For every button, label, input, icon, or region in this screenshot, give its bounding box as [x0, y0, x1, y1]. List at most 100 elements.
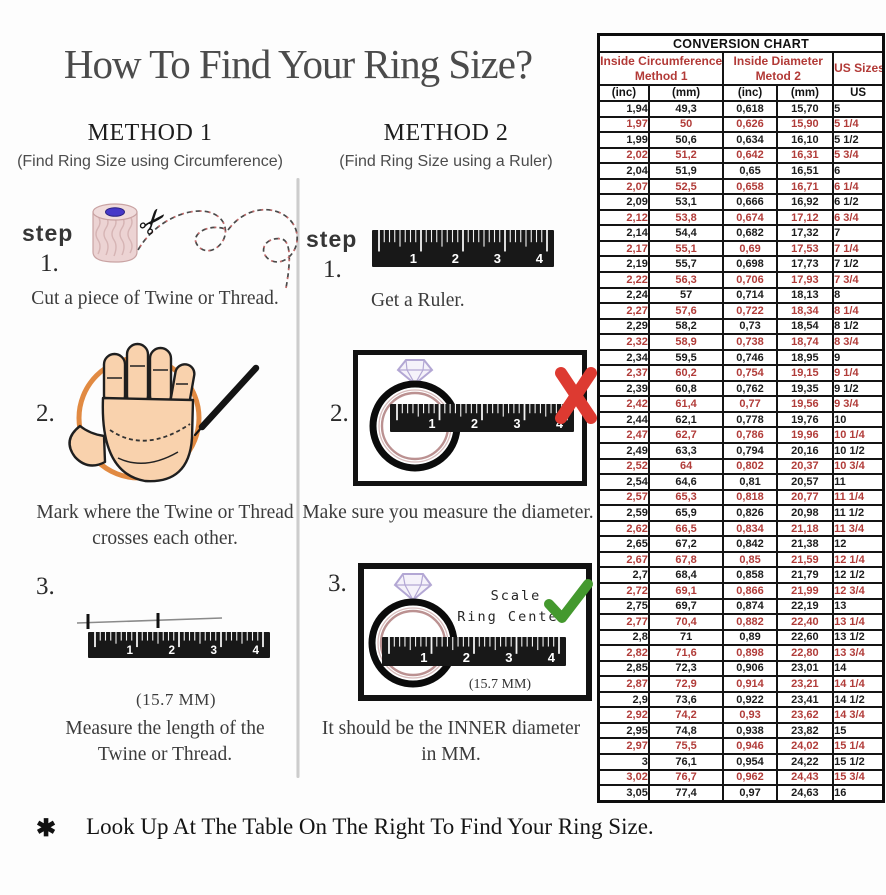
table-cell: 51,2 — [647, 146, 725, 165]
table-cell: 0,922 — [722, 690, 778, 709]
table-cell: 21,59 — [775, 550, 835, 569]
annotation-ring-center: Ring Center — [457, 609, 568, 625]
table-cell: 21,79 — [775, 566, 835, 584]
sub-header: US — [832, 84, 885, 102]
table-cell: 16,31 — [775, 146, 835, 165]
table-cell: 12 — [832, 535, 885, 553]
ruler-icon: 1 2 3 4 — [382, 637, 566, 666]
table-cell: 0,682 — [722, 224, 778, 242]
footnote-text: Look Up At The Table On The Right To Fin… — [86, 814, 654, 839]
table-cell: 10 — [832, 410, 885, 429]
table-cell: 2,02 — [597, 146, 650, 165]
table-cell: 0,778 — [722, 410, 778, 429]
table-cell: 11 1/4 — [832, 488, 885, 507]
table-cell: 15 — [832, 721, 885, 740]
table-cell: 0,866 — [722, 581, 778, 600]
method2-heading: METHOD 2 — [383, 120, 509, 146]
table-cell: 2,52 — [597, 457, 650, 476]
twine-spool — [92, 203, 138, 263]
table-row: 2,82 71,6 0,898 22,80 13 3/4 — [597, 644, 885, 662]
table-cell: 2,75 — [597, 597, 650, 616]
table-cell: 2,19 — [597, 255, 650, 273]
table-cell: 2,24 — [597, 286, 650, 305]
table-cell: 60,2 — [647, 364, 725, 382]
table-cell: 2,9 — [597, 690, 650, 709]
table-cell: 0,714 — [722, 286, 778, 305]
table-cell: 2,17 — [597, 239, 650, 258]
table-cell: 16 — [832, 784, 885, 803]
table-title: CONVERSION CHART — [597, 33, 885, 53]
ruler-number: 1 — [410, 251, 417, 266]
table-cell: 70,4 — [647, 613, 725, 631]
table-cell: 14 3/4 — [832, 706, 885, 724]
table-cell: 9 1/2 — [832, 379, 885, 398]
table-cell: 24,02 — [775, 737, 835, 755]
method1-measurement: (15.7 MM) — [135, 690, 217, 709]
method1-step-label: step — [22, 220, 74, 246]
table-row: 2,54 64,6 0,81 20,57 11 — [597, 473, 885, 491]
ruler-number: 2 — [471, 417, 478, 431]
table-row: 2,44 62,1 0,778 19,76 10 — [597, 410, 885, 429]
table-cell: 71,6 — [647, 644, 725, 662]
table-cell: 14 1/2 — [832, 690, 885, 709]
table-cell: 23,21 — [775, 675, 835, 693]
table-cell: 2,49 — [597, 442, 650, 460]
table-cell: 13 1/4 — [832, 613, 885, 631]
table-cell: 1,94 — [597, 100, 650, 118]
table-cell: 16,92 — [775, 193, 835, 211]
table-row: 2,7 68,4 0,858 21,79 12 1/2 — [597, 566, 885, 584]
table-cell: 2,57 — [597, 488, 650, 507]
table-cell: 0,754 — [722, 364, 778, 382]
table-cell: 5 3/4 — [832, 146, 885, 165]
table-cell: 18,54 — [775, 317, 835, 336]
table-cell: 0,65 — [722, 162, 778, 180]
hand-marking-illustration — [68, 342, 260, 483]
ruler-number: 1 — [126, 644, 133, 657]
ruler-number: 2 — [168, 644, 175, 657]
table-row: 2,77 70,4 0,882 22,40 13 1/4 — [597, 613, 885, 631]
table-cell: 2,87 — [597, 675, 650, 693]
table-cell: 0,77 — [722, 395, 778, 413]
table-cell: 76,1 — [647, 752, 725, 771]
table-cell: 13 1/2 — [832, 628, 885, 647]
table-row: 2,12 53,8 0,674 17,12 6 3/4 — [597, 208, 885, 227]
table-cell: 0,746 — [722, 348, 778, 367]
table-row: 2,39 60,8 0,762 19,35 9 1/2 — [597, 379, 885, 398]
table-cell: 18,74 — [775, 333, 835, 351]
table-cell: 73,6 — [647, 690, 725, 709]
method1-heading: METHOD 1 — [87, 120, 213, 146]
table-cell: 53,1 — [647, 193, 725, 211]
table-cell: 49,3 — [647, 100, 725, 118]
table-cell: 0,97 — [722, 784, 778, 803]
table-cell: 2,72 — [597, 581, 650, 600]
table-cell: 20,77 — [775, 488, 835, 507]
table-cell: 0,73 — [722, 317, 778, 336]
table-cell: 2,62 — [597, 519, 650, 538]
table-row: 2,92 74,2 0,93 23,62 14 3/4 — [597, 706, 885, 724]
table-cell: 2,67 — [597, 550, 650, 569]
table-row: 1,97 50 0,626 15,90 5 1/4 — [597, 115, 885, 134]
table-cell: 23,41 — [775, 690, 835, 709]
group-header-line: Inside Diameter — [733, 53, 823, 68]
method2-step2-text: Make sure you measure the diameter. — [302, 502, 594, 523]
table-cell: 0,722 — [722, 302, 778, 320]
table-cell: 65,9 — [647, 504, 725, 522]
table-row: 1,99 50,6 0,634 16,10 5 1/2 — [597, 131, 885, 149]
table-cell: 66,5 — [647, 519, 725, 538]
table-cell: 2,09 — [597, 193, 650, 211]
table-row: 2,59 65,9 0,826 20,98 11 1/2 — [597, 504, 885, 522]
table-cell: 0,954 — [722, 752, 778, 771]
table-cell: 8 1/2 — [832, 317, 885, 336]
text-line: Mark where the Twine or Thread — [36, 502, 294, 523]
table-row: 3,02 76,7 0,962 24,43 15 3/4 — [597, 768, 885, 787]
table-cell: 2,32 — [597, 333, 650, 351]
table-row: 2,07 52,5 0,658 16,71 6 1/4 — [597, 177, 885, 196]
table-cell: 3,05 — [597, 784, 650, 803]
table-cell: 0,93 — [722, 706, 778, 724]
table-cell: 76,7 — [647, 768, 725, 787]
table-row: 2,34 59,5 0,746 18,95 9 — [597, 348, 885, 367]
x-mark-icon — [555, 367, 597, 424]
table-cell: 13 3/4 — [832, 644, 885, 662]
table-cell: 58,2 — [647, 317, 725, 336]
table-cell: 7 — [832, 224, 885, 242]
